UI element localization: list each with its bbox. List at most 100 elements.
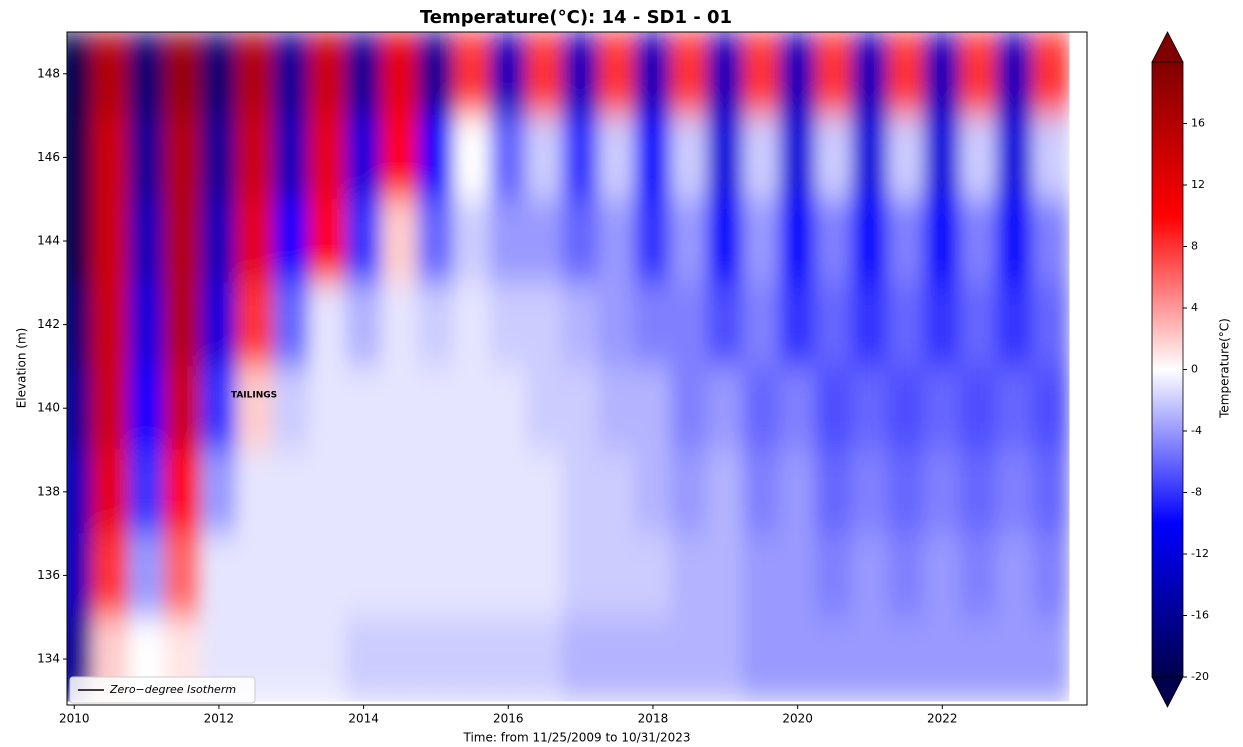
cell — [236, 32, 274, 117]
cell — [670, 198, 708, 284]
cells — [67, 32, 1070, 702]
y-axis-label: Elevation (m) — [15, 328, 29, 409]
cell — [345, 282, 383, 367]
cell — [453, 449, 491, 535]
cell — [634, 616, 672, 702]
cell — [851, 365, 889, 451]
colorbar-extend-bottom — [1151, 676, 1184, 708]
cell — [779, 616, 817, 702]
cell — [598, 449, 636, 535]
cell — [815, 533, 853, 618]
cell — [91, 32, 129, 117]
cell — [91, 449, 129, 535]
cell — [706, 198, 744, 284]
cell — [634, 198, 672, 284]
cell — [417, 365, 455, 451]
x-tick-label: 2010 — [59, 712, 90, 726]
legend-box — [69, 676, 256, 704]
cell — [164, 365, 202, 451]
cell — [670, 115, 708, 200]
cell — [308, 32, 347, 117]
cell — [308, 616, 347, 702]
cell — [959, 198, 998, 284]
cell — [236, 365, 274, 451]
cell — [923, 282, 961, 367]
cell — [959, 115, 998, 200]
y-tick-label: 138 — [37, 484, 60, 498]
colorbar-tick-label: -16 — [1191, 609, 1209, 622]
cell — [996, 533, 1034, 618]
cell — [236, 449, 274, 535]
cell — [489, 365, 527, 451]
cell — [851, 198, 889, 284]
x-axis-label: Time: from 11/25/2009 to 10/31/2023 — [463, 731, 691, 745]
cell — [562, 616, 600, 702]
cell — [525, 616, 564, 702]
cell — [489, 616, 527, 702]
x-tick-label: 2018 — [638, 712, 669, 726]
cell — [67, 282, 93, 367]
cell — [489, 449, 527, 535]
cell — [272, 198, 310, 284]
cell — [308, 365, 347, 451]
annotation: TAILINGS — [231, 391, 277, 401]
cell — [634, 533, 672, 618]
cell — [381, 365, 419, 451]
cell — [525, 282, 564, 367]
cell — [634, 32, 672, 117]
cell — [417, 533, 455, 618]
cell — [742, 282, 781, 367]
cell — [887, 365, 925, 451]
cell — [127, 282, 166, 367]
colorbar-tick-label: 4 — [1191, 301, 1198, 314]
cell — [706, 365, 744, 451]
cell — [91, 115, 129, 200]
contour-field — [67, 32, 1070, 702]
cell — [779, 198, 817, 284]
cell — [923, 365, 961, 451]
cell — [562, 449, 600, 535]
cell — [634, 115, 672, 200]
cell — [815, 282, 853, 367]
cell — [308, 533, 347, 618]
cell — [1032, 449, 1070, 535]
x-tick-label: 2020 — [782, 712, 813, 726]
cell — [67, 115, 93, 200]
cell — [887, 533, 925, 618]
cell — [923, 449, 961, 535]
x-tick-label: 2014 — [348, 712, 379, 726]
cell — [742, 616, 781, 702]
cell — [634, 365, 672, 451]
cell — [1032, 616, 1070, 702]
cell — [489, 115, 527, 200]
cell — [923, 198, 961, 284]
cell — [489, 282, 527, 367]
cell — [272, 449, 310, 535]
cell — [272, 533, 310, 618]
cell — [236, 282, 274, 367]
cell — [272, 282, 310, 367]
cell — [1032, 365, 1070, 451]
plot-frame — [66, 31, 1088, 706]
cell — [742, 449, 781, 535]
cell — [598, 616, 636, 702]
cell — [91, 533, 129, 618]
cell — [67, 32, 93, 117]
cell — [308, 449, 347, 535]
cell — [959, 365, 998, 451]
cell — [345, 533, 383, 618]
cell — [453, 533, 491, 618]
cell — [851, 115, 889, 200]
cell — [706, 282, 744, 367]
cell — [815, 115, 853, 200]
cell — [959, 616, 998, 702]
cell — [91, 365, 129, 451]
cell — [127, 365, 166, 451]
cell — [453, 282, 491, 367]
cell — [381, 115, 419, 200]
colorbar-tick-label: 0 — [1191, 363, 1198, 376]
cell — [453, 115, 491, 200]
cell — [453, 32, 491, 117]
cell — [562, 365, 600, 451]
cell — [634, 449, 672, 535]
